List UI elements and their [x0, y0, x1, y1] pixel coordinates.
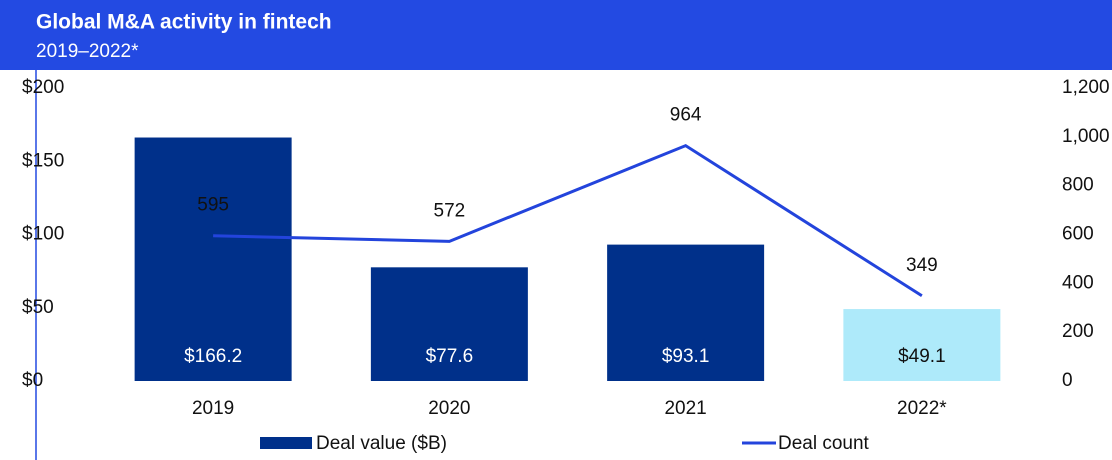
y2-tick-label: 400 [1062, 272, 1094, 293]
y2-tick-label: 800 [1062, 175, 1094, 196]
data-label: $93.1 [662, 346, 710, 367]
bar [370, 267, 528, 381]
y-tick-label: $0 [22, 370, 43, 391]
y-tick-label: $200 [22, 77, 64, 98]
data-label: 349 [906, 255, 938, 276]
bar [843, 309, 1001, 381]
chart-title: Global M&A activity in fintech [36, 11, 332, 34]
data-label: $166.2 [184, 346, 242, 367]
data-label: 595 [197, 195, 229, 216]
y2-tick-label: 0 [1062, 370, 1073, 391]
data-label: $77.6 [426, 346, 474, 367]
x-tick-label: 2021 [664, 398, 706, 419]
y2-tick-label: 1,000 [1062, 126, 1110, 147]
legend-label: Deal count [778, 433, 870, 454]
y2-tick-label: 200 [1062, 321, 1094, 342]
legend-swatch [260, 437, 312, 449]
x-tick-label: 2019 [192, 398, 234, 419]
legend-label: Deal value ($B) [316, 433, 447, 454]
bar [607, 244, 765, 381]
x-tick-label: 2022* [897, 398, 947, 419]
x-tick-label: 2020 [428, 398, 470, 419]
y-tick-label: $50 [22, 297, 54, 318]
y2-tick-label: 600 [1062, 224, 1094, 245]
y2-tick-label: 1,200 [1062, 77, 1110, 98]
line [213, 143, 923, 298]
y-tick-label: $150 [22, 150, 64, 171]
y-tick-label: $100 [22, 224, 64, 245]
header-band [0, 0, 1112, 70]
chart-subtitle: 2019–2022* [36, 41, 139, 62]
data-label: 964 [670, 105, 702, 126]
data-label: $49.1 [898, 346, 946, 367]
bar [134, 137, 292, 381]
data-label: 572 [434, 200, 466, 221]
